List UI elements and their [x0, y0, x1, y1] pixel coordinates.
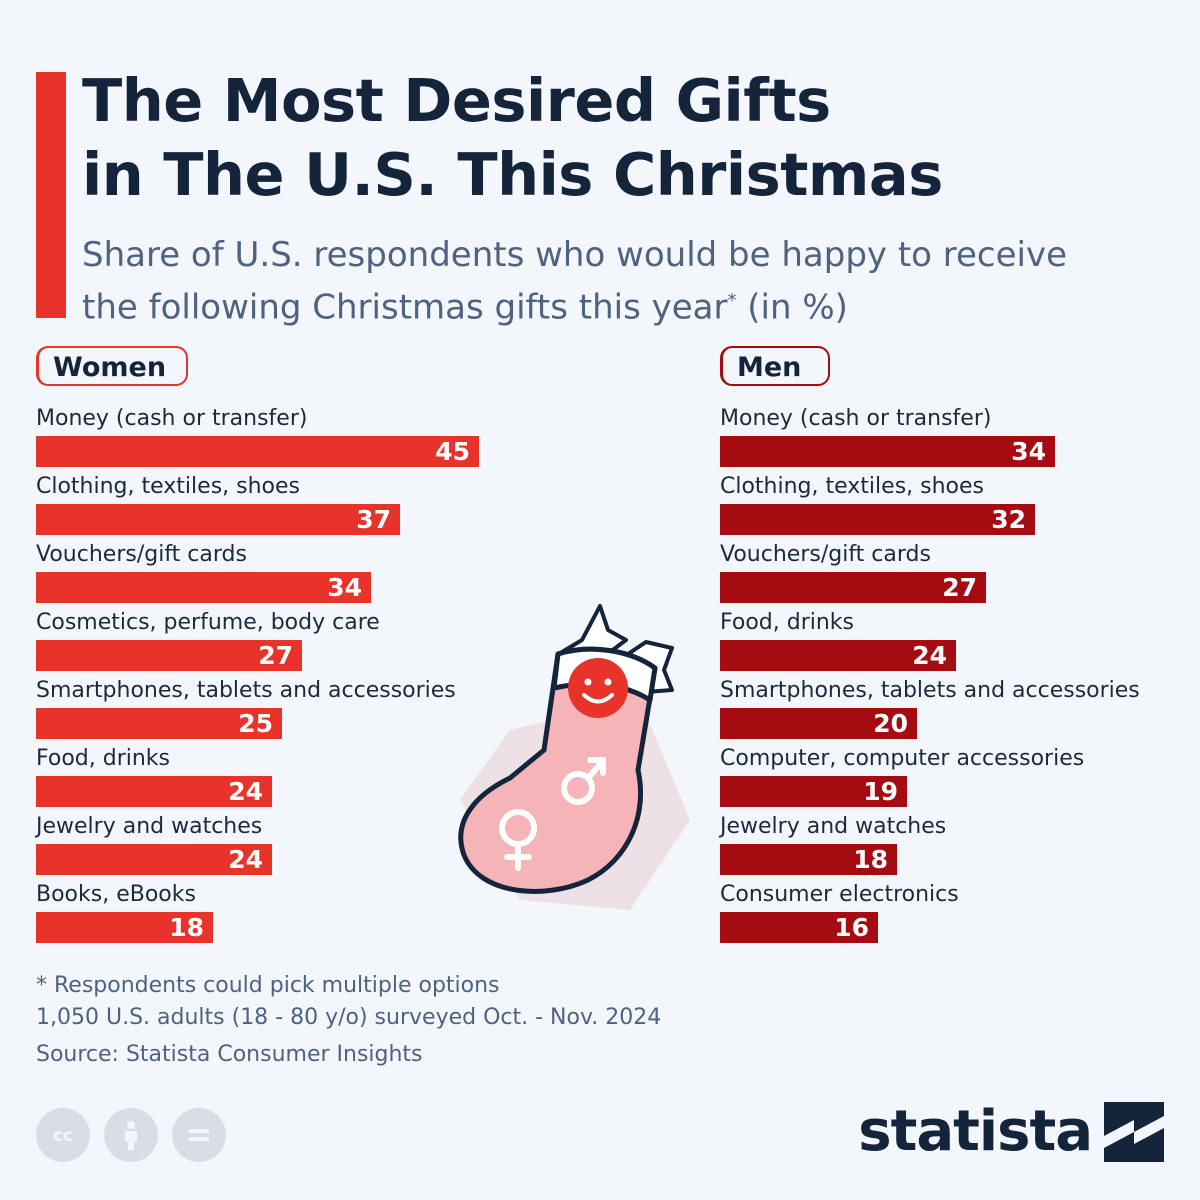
men-bar-value: 24	[912, 641, 947, 670]
women-category-label: Money (cash or transfer)	[36, 406, 308, 431]
women-category-label: Cosmetics, perfume, body care	[36, 610, 380, 635]
women-bar-value: 24	[228, 845, 263, 874]
statista-wordmark: statista	[858, 1099, 1093, 1164]
subtitle-line-1: Share of U.S. respondents who would be h…	[82, 235, 1068, 275]
men-bar: 16	[720, 912, 878, 943]
male-symbol-icon	[561, 757, 606, 805]
page-title: The Most Desired Gifts in The U.S. This …	[82, 64, 1162, 212]
men-bar-value: 34	[1011, 437, 1046, 466]
men-category-label: Computer, computer accessories	[720, 746, 1085, 771]
women-bar-value: 25	[238, 709, 273, 738]
men-bar-value: 20	[873, 709, 908, 738]
women-bar: 34	[36, 572, 371, 603]
women-bar-item: Jewelry and watches 24	[36, 810, 496, 878]
men-bar: 20	[720, 708, 917, 739]
women-bar-value: 37	[356, 505, 391, 534]
women-bar-value: 27	[258, 641, 293, 670]
men-category-label: Vouchers/gift cards	[720, 542, 931, 567]
men-bar: 19	[720, 776, 907, 807]
women-group-label: Women	[36, 346, 188, 386]
attribution-icon[interactable]	[104, 1108, 158, 1162]
footnote-multiple-options: * Respondents could pick multiple option…	[36, 973, 500, 998]
men-bar-item: Consumer electronics 16	[720, 878, 1180, 946]
men-category-label: Jewelry and watches	[720, 814, 947, 839]
women-bar-item: Cosmetics, perfume, body care 27	[36, 606, 496, 674]
women-bar-value: 45	[435, 437, 470, 466]
subtitle-unit: (in %)	[736, 287, 848, 328]
subtitle: Share of U.S. respondents who would be h…	[82, 232, 1172, 330]
women-category-label: Jewelry and watches	[36, 814, 263, 839]
men-bar: 32	[720, 504, 1035, 535]
footnotes: * Respondents could pick multiple option…	[36, 970, 661, 1034]
men-bar: 24	[720, 640, 956, 671]
men-bar-value: 16	[834, 913, 869, 942]
svg-text:cc: cc	[53, 1126, 73, 1146]
men-bar: 18	[720, 844, 897, 875]
women-bar-value: 24	[228, 777, 263, 806]
smiley-face-icon	[568, 658, 628, 718]
men-bar-item: Money (cash or transfer) 34	[720, 402, 1180, 470]
women-bar: 37	[36, 504, 400, 535]
women-category-label: Clothing, textiles, shoes	[36, 474, 300, 499]
men-bar-item: Vouchers/gift cards 27	[720, 538, 1180, 606]
men-bar-value: 32	[991, 505, 1026, 534]
subtitle-line-2: the following Christmas gifts this year*…	[82, 278, 1172, 330]
women-category-label: Books, eBooks	[36, 882, 196, 907]
women-bar: 18	[36, 912, 213, 943]
women-bar: 24	[36, 776, 272, 807]
men-bar-chart: Money (cash or transfer) 34 Clothing, text…	[720, 402, 1180, 946]
women-bar: 25	[36, 708, 282, 739]
men-bar-item: Food, drinks 24	[720, 606, 1180, 674]
subtitle-asterisk: *	[727, 290, 737, 311]
women-bar-item: Smartphones, tablets and accessories 25	[36, 674, 496, 742]
men-bar-item: Jewelry and watches 18	[720, 810, 1180, 878]
women-bar-item: Books, eBooks 18	[36, 878, 496, 946]
stocking-illustration	[458, 604, 690, 910]
source-note: Source: Statista Consumer Insights	[36, 1042, 423, 1067]
men-bar-value: 18	[853, 845, 888, 874]
men-group-label: Men	[720, 346, 830, 386]
men-bar: 27	[720, 572, 986, 603]
statista-logo-icon	[1104, 1102, 1164, 1162]
men-bar-value: 27	[942, 573, 977, 602]
title-line-1: The Most Desired Gifts	[82, 66, 831, 135]
statista-brand[interactable]: statista	[858, 1100, 1164, 1164]
men-category-label: Consumer electronics	[720, 882, 959, 907]
men-bar-item: Computer, computer accessories 19	[720, 742, 1180, 810]
men-bar-value: 19	[863, 777, 898, 806]
men-bar-item: Clothing, textiles, shoes 32	[720, 470, 1180, 538]
license-icons: cc	[36, 1108, 226, 1162]
cc-icon[interactable]: cc	[36, 1108, 90, 1162]
female-symbol-icon	[499, 809, 537, 871]
no-derivatives-icon[interactable]	[172, 1108, 226, 1162]
subtitle-line-2-text: the following Christmas gifts this year	[82, 287, 728, 328]
title-line-2: in The U.S. This Christmas	[82, 140, 943, 209]
men-category-label: Smartphones, tablets and accessories	[720, 678, 1140, 703]
women-bar-item: Vouchers/gift cards 34	[36, 538, 496, 606]
women-category-label: Food, drinks	[36, 746, 171, 771]
women-bar-value: 34	[327, 573, 362, 602]
men-category-label: Clothing, textiles, shoes	[720, 474, 984, 499]
women-bar-value: 18	[169, 913, 204, 942]
women-bar: 24	[36, 844, 272, 875]
women-bar-item: Food, drinks 24	[36, 742, 496, 810]
men-category-label: Money (cash or transfer)	[720, 406, 992, 431]
women-bar-chart: Money (cash or transfer) 45 Clothing, text…	[36, 402, 496, 946]
women-category-label: Vouchers/gift cards	[36, 542, 247, 567]
women-bar-item: Money (cash or transfer) 45	[36, 402, 496, 470]
men-category-label: Food, drinks	[720, 610, 855, 635]
accent-bar	[36, 72, 66, 318]
women-bar: 45	[36, 436, 479, 467]
women-bar: 27	[36, 640, 302, 671]
women-category-label: Smartphones, tablets and accessories	[36, 678, 456, 703]
men-bar-item: Smartphones, tablets and accessories 20	[720, 674, 1180, 742]
footnote-survey-base: 1,050 U.S. adults (18 - 80 y/o) surveyed…	[36, 1005, 662, 1030]
women-bar-item: Clothing, textiles, shoes 37	[36, 470, 496, 538]
men-bar: 34	[720, 436, 1055, 467]
